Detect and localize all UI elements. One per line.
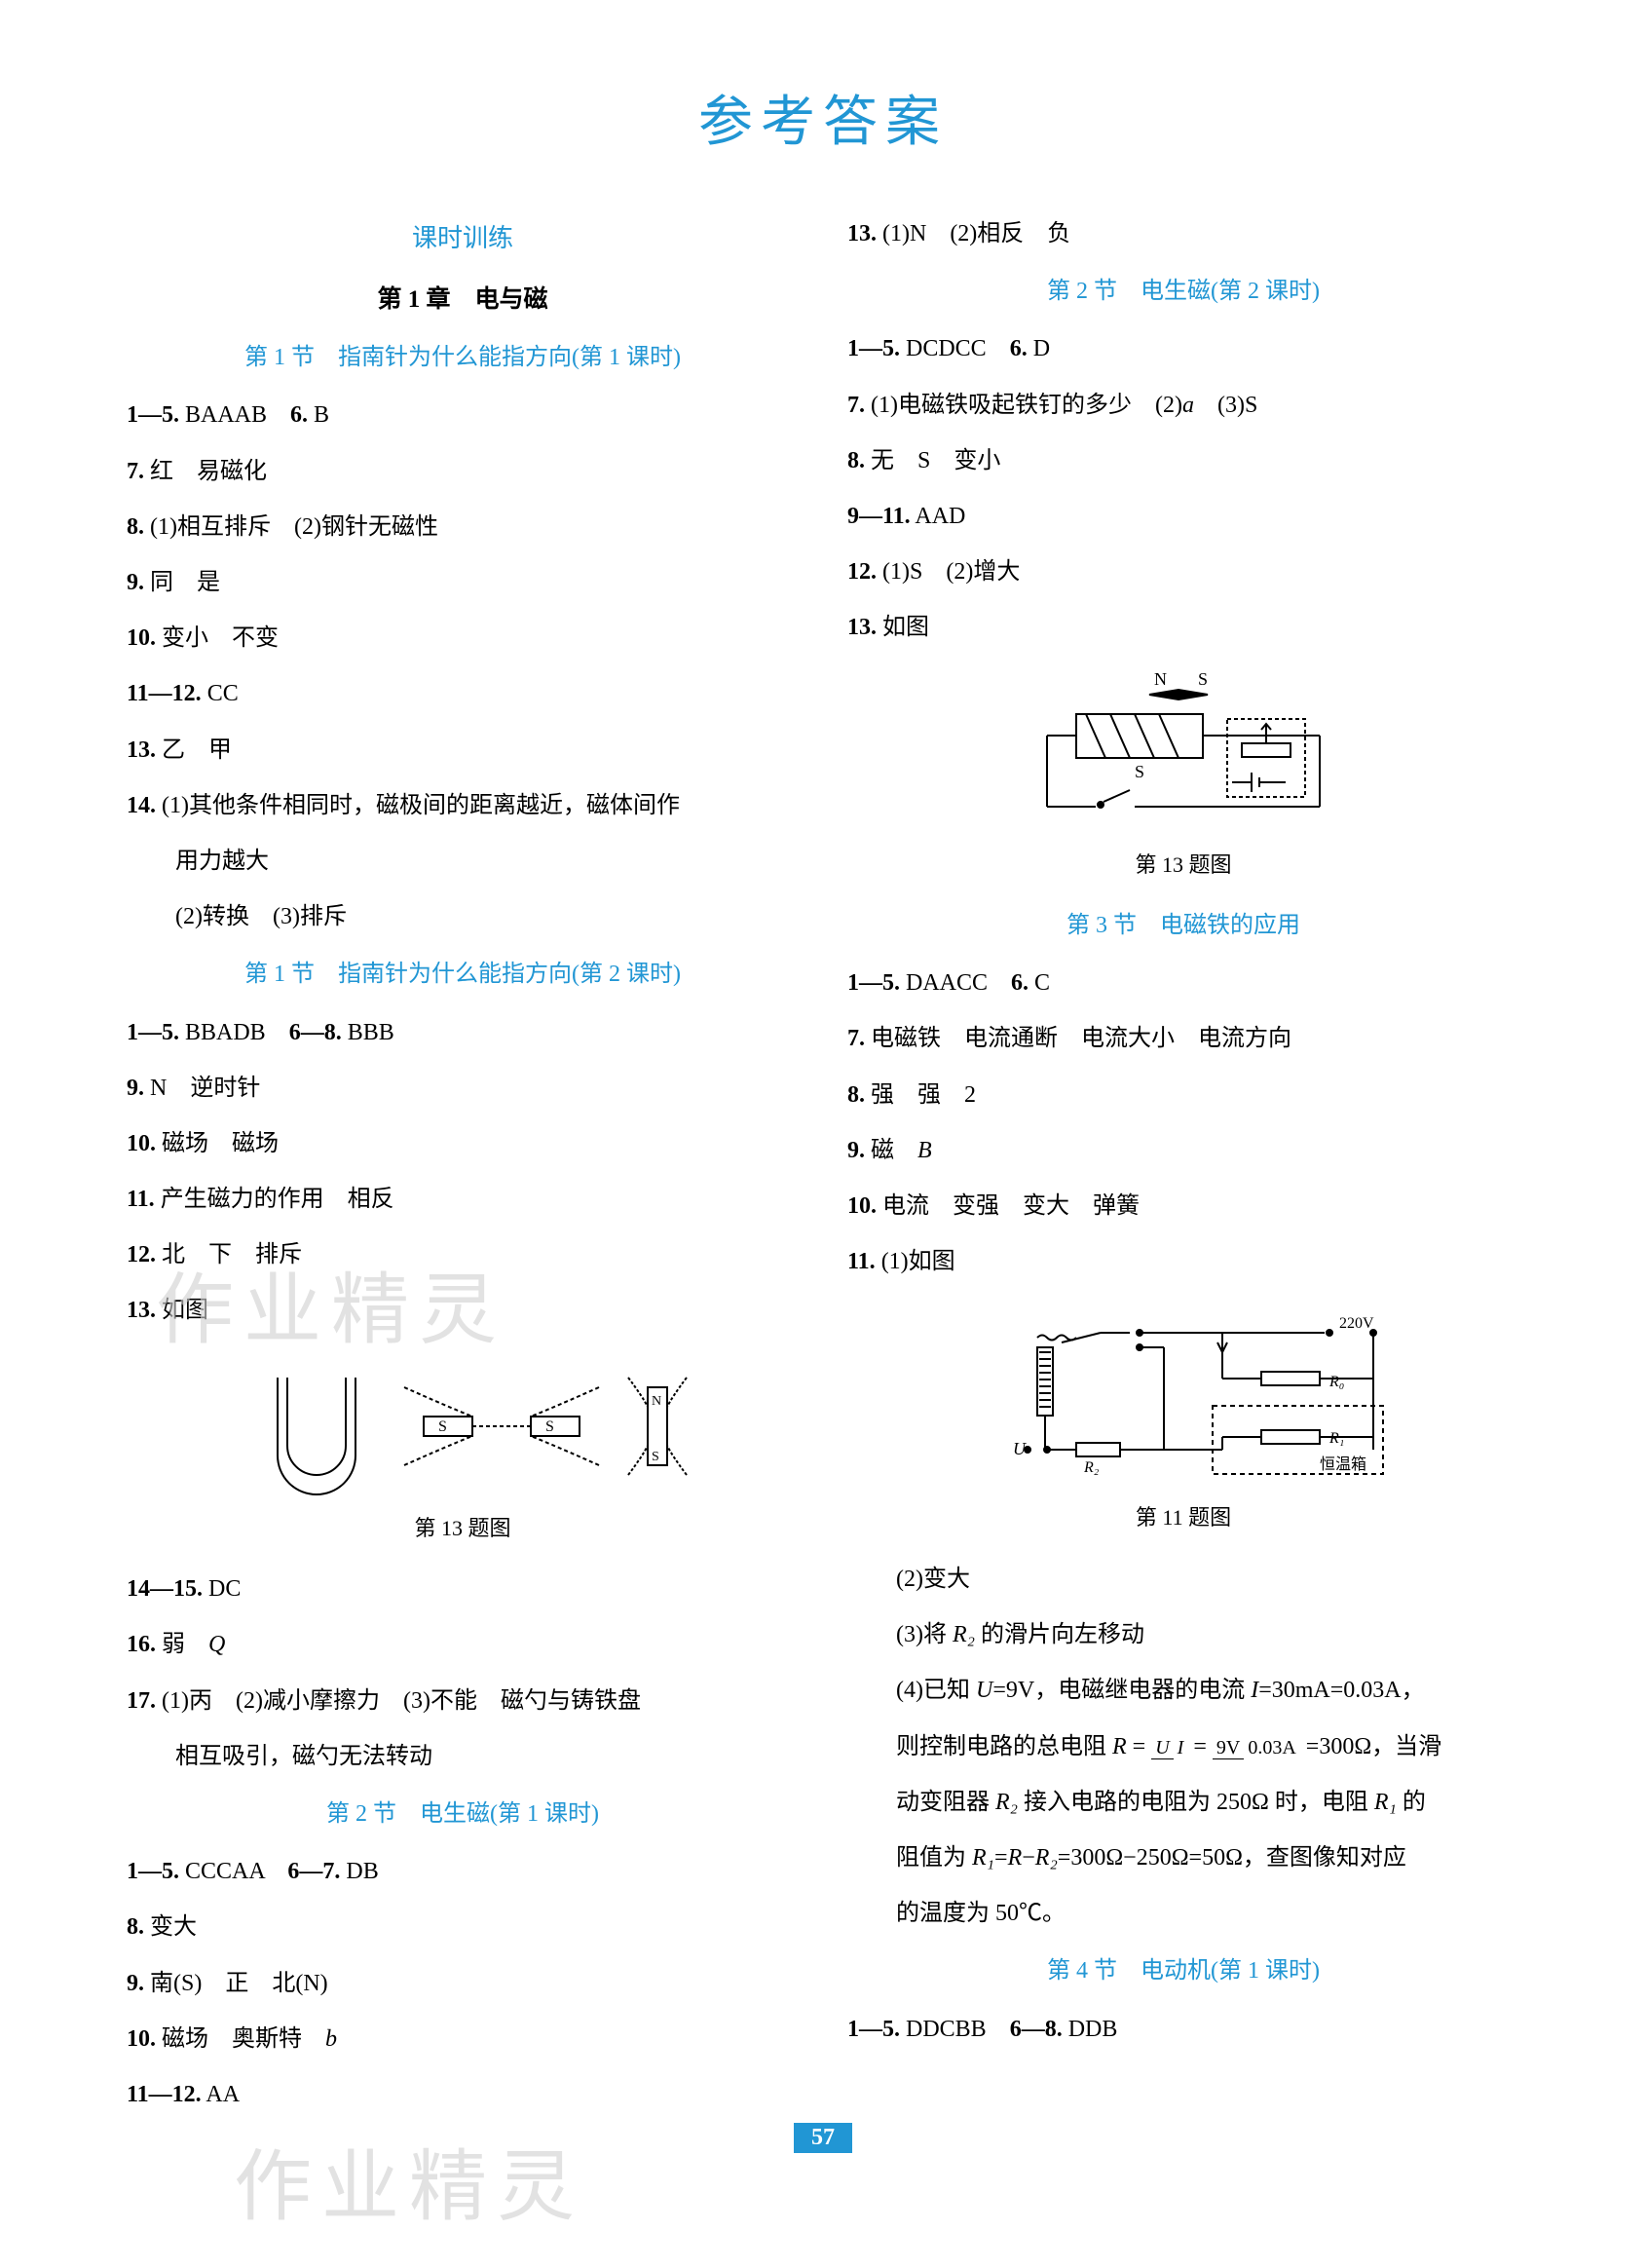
answer-line: 11—12. CC bbox=[127, 667, 799, 721]
figure-13-right: N S S bbox=[847, 665, 1519, 890]
answer-line: 14—15. DC bbox=[127, 1563, 799, 1616]
answer-line: 的温度为 50℃。 bbox=[847, 1887, 1519, 1941]
answer-line: 8. 变大 bbox=[127, 1901, 799, 1954]
svg-text:S: S bbox=[1198, 669, 1208, 689]
answer-line: 13. 如图 bbox=[127, 1284, 799, 1338]
answer-line: (2)变大 bbox=[847, 1553, 1519, 1606]
svg-text:R₂: R₂ bbox=[1083, 1459, 1100, 1476]
answer-line: 则控制电路的总电阻 R = UI = 9V0.03A =300Ω，当滑 bbox=[847, 1720, 1519, 1774]
figure-caption: 第 13 题图 bbox=[847, 841, 1519, 890]
answer-line: 8. 无 S 变小 bbox=[847, 435, 1519, 488]
answer-line: 8. (1)相互排斥 (2)钢针无磁性 bbox=[127, 501, 799, 554]
relay-circuit-icon: U R₂ 220V bbox=[969, 1299, 1398, 1493]
answer-line: 9. 磁 B bbox=[847, 1124, 1519, 1178]
answer-line: 7. 红 易磁化 bbox=[127, 445, 799, 499]
answer-line: 14. (1)其他条件相同时，磁极间的距离越近，磁体间作 bbox=[127, 779, 799, 833]
answer-line: (3)将 R₂ 的滑片向左移动 bbox=[847, 1608, 1519, 1662]
section-title: 课时训练 bbox=[127, 209, 799, 268]
answer-line: 12. (1)S (2)增大 bbox=[847, 546, 1519, 599]
answer-line: 7. 电磁铁 电流通断 电流大小 电流方向 bbox=[847, 1012, 1519, 1066]
svg-text:S: S bbox=[652, 1450, 659, 1464]
subsection-title: 第 1 节 指南针为什么能指方向(第 2 课时) bbox=[127, 948, 799, 1002]
answer-line: 1—5. BBADB 6—8. BBB bbox=[127, 1006, 799, 1060]
svg-text:S: S bbox=[438, 1418, 447, 1435]
answer-line: 13. 如图 bbox=[847, 601, 1519, 655]
svg-text:S: S bbox=[1135, 762, 1144, 781]
answer-line: 1—5. DAACC 6. C bbox=[847, 957, 1519, 1010]
figure-caption: 第 11 题图 bbox=[847, 1493, 1519, 1543]
fraction: UI bbox=[1151, 1737, 1187, 1758]
answer-line: 阻值为 R₁=R−R₂=300Ω−250Ω=50Ω，查图像知对应 bbox=[847, 1832, 1519, 1885]
svg-text:R₀: R₀ bbox=[1328, 1374, 1344, 1390]
right-column: 13. (1)N (2)相反 负 第 2 节 电生磁(第 2 课时) 1—5. … bbox=[847, 206, 1519, 2124]
answer-line: (2)转换 (3)排斥 bbox=[127, 890, 799, 944]
subsection-title: 第 2 节 电生磁(第 1 课时) bbox=[127, 1788, 799, 1841]
content-columns: 课时训练 第 1 章 电与磁 第 1 节 指南针为什么能指方向(第 1 课时) … bbox=[127, 206, 1519, 2124]
figure-13-left: S S N S 第 13 题图 bbox=[127, 1348, 799, 1554]
subsection-title: 第 2 节 电生磁(第 2 课时) bbox=[847, 265, 1519, 319]
answer-line: 7. (1)电磁铁吸起铁钉的多少 (2)a (3)S bbox=[847, 379, 1519, 433]
answer-line: 11—12. AA bbox=[127, 2068, 799, 2122]
answer-line: 10. 磁场 磁场 bbox=[127, 1117, 799, 1171]
figure-caption: 第 13 题图 bbox=[127, 1504, 799, 1554]
answer-line: 1—5. DDCBB 6—8. DDB bbox=[847, 2003, 1519, 2057]
answer-line: 10. 磁场 奥斯特 b bbox=[127, 2013, 799, 2066]
left-column: 课时训练 第 1 章 电与磁 第 1 节 指南针为什么能指方向(第 1 课时) … bbox=[127, 206, 799, 2124]
subsection-title: 第 3 节 电磁铁的应用 bbox=[847, 899, 1519, 953]
answer-line: 13. 乙 甲 bbox=[127, 724, 799, 777]
figure-11-right: U R₂ 220V bbox=[847, 1299, 1519, 1543]
page-number: 57 bbox=[794, 2123, 852, 2153]
subsection-title: 第 1 节 指南针为什么能指方向(第 1 课时) bbox=[127, 331, 799, 385]
magnet-field-diagram-icon: S S N S bbox=[219, 1348, 706, 1504]
answer-line: 10. 电流 变强 变大 弹簧 bbox=[847, 1180, 1519, 1233]
svg-text:N: N bbox=[1154, 669, 1167, 689]
answer-line: 13. (1)N (2)相反 负 bbox=[847, 208, 1519, 261]
answer-line: 9. 南(S) 正 北(N) bbox=[127, 1957, 799, 2011]
electromagnet-circuit-icon: N S S bbox=[1008, 665, 1359, 841]
answer-line: 9—11. AAD bbox=[847, 490, 1519, 544]
answer-line: 相互吸引，磁勺无法转动 bbox=[127, 1730, 799, 1784]
svg-text:N: N bbox=[652, 1394, 661, 1409]
svg-text:R₁: R₁ bbox=[1328, 1430, 1344, 1447]
answer-line: 动变阻器 R₂ 接入电路的电阻为 250Ω 时，电阻 R₁ 的 bbox=[847, 1776, 1519, 1830]
answer-line: 8. 强 强 2 bbox=[847, 1069, 1519, 1122]
chapter-title: 第 1 章 电与磁 bbox=[127, 272, 799, 328]
answer-line: 9. N 逆时针 bbox=[127, 1062, 799, 1115]
svg-text:恒温箱: 恒温箱 bbox=[1320, 1455, 1366, 1473]
answer-line: 1—5. DCDCC 6. D bbox=[847, 322, 1519, 376]
svg-text:220V: 220V bbox=[1339, 1315, 1374, 1332]
answer-line: 10. 变小 不变 bbox=[127, 612, 799, 665]
answer-line: (4)已知 U=9V，电磁继电器的电流 I=30mA=0.03A， bbox=[847, 1664, 1519, 1718]
page-title: 参考答案 bbox=[127, 78, 1519, 157]
fraction: 9V0.03A bbox=[1213, 1737, 1300, 1758]
answer-line: 1—5. CCCAA 6—7. DB bbox=[127, 1845, 799, 1899]
answer-line: 12. 北 下 排斥 bbox=[127, 1228, 799, 1282]
answer-line: 11. (1)如图 bbox=[847, 1235, 1519, 1289]
answer-line: 9. 同 是 bbox=[127, 556, 799, 610]
answer-line: 1—5. BAAAB 6. B bbox=[127, 389, 799, 442]
watermark-2: 作业精灵 bbox=[234, 2124, 584, 2237]
answer-line: 16. 弱 Q bbox=[127, 1618, 799, 1672]
answer-line: 17. (1)丙 (2)减小摩擦力 (3)不能 磁勺与铸铁盘 bbox=[127, 1675, 799, 1728]
answer-line: 用力越大 bbox=[127, 835, 799, 888]
svg-text:S: S bbox=[545, 1418, 554, 1435]
answer-line: 11. 产生磁力的作用 相反 bbox=[127, 1173, 799, 1227]
subsection-title: 第 4 节 电动机(第 1 课时) bbox=[847, 1945, 1519, 1998]
